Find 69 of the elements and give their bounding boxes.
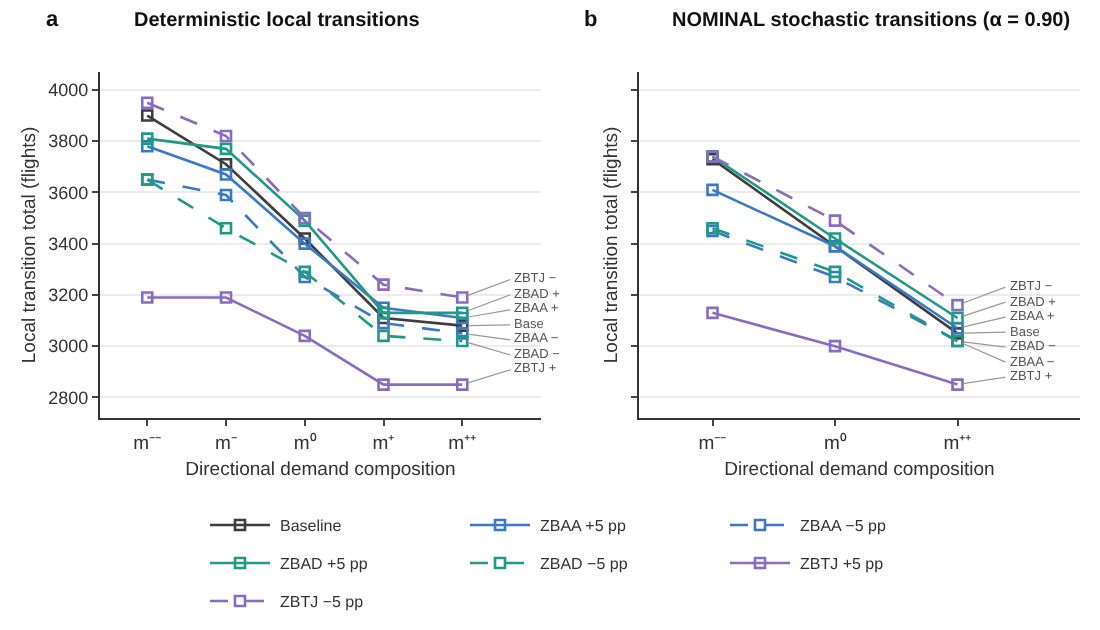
- point: [377, 329, 390, 343]
- point: [298, 265, 312, 279]
- x-axis-title: Directional demand composition: [185, 459, 456, 481]
- x-axis-title: Directional demand composition: [724, 459, 995, 481]
- x-tick-label: m⁻⁻: [133, 432, 162, 455]
- point: [455, 327, 469, 340]
- point: [219, 222, 233, 235]
- point: [298, 329, 312, 343]
- x-tick-label: m⁻⁻: [698, 432, 727, 455]
- point: [828, 265, 842, 279]
- text: b: [584, 8, 598, 32]
- point: [377, 316, 390, 330]
- legend-label: ZBAA −5 pp: [800, 517, 887, 536]
- legend-label: Baseline: [280, 517, 343, 536]
- x-tick-label: m⁺: [372, 432, 395, 455]
- legend-label: ZBAD −5 pp: [540, 555, 629, 574]
- point: [219, 129, 233, 143]
- point: [455, 334, 469, 348]
- point: [219, 168, 233, 181]
- point: [951, 321, 964, 335]
- point: [140, 132, 154, 145]
- y-tick-label: 3400: [48, 233, 89, 254]
- point: [455, 378, 469, 391]
- x-tick-label: m⁰: [824, 430, 848, 455]
- point: [140, 140, 154, 153]
- point: [455, 291, 469, 304]
- y-axis-title: Local transition total (flights): [601, 126, 624, 364]
- point: [140, 291, 154, 304]
- y-tick-label: 4000: [48, 80, 89, 101]
- legend-label: ZBAD +5 pp: [280, 555, 369, 574]
- x-tick-label: m⁰: [293, 430, 318, 455]
- y-tick-label: 2800: [48, 387, 89, 408]
- point: [140, 96, 154, 110]
- chart-title: NOMINAL stochastic transitions (α = 0.90): [672, 10, 1071, 32]
- x-tick-label: m⁺⁺: [943, 432, 972, 455]
- y-axis-title: Local transition total (flights): [18, 126, 41, 364]
- legend-label: ZBAA +5 pp: [540, 517, 627, 536]
- chart-title: Deterministic local transitions: [134, 10, 421, 32]
- point: [298, 232, 312, 245]
- x-tick-label: m⁺⁺: [448, 432, 477, 455]
- point: [706, 183, 719, 197]
- point: [455, 319, 469, 332]
- legend-label: ZBTJ +5 pp: [800, 555, 885, 574]
- y-tick-label: 3000: [48, 336, 89, 357]
- point: [706, 306, 719, 320]
- point: [828, 232, 842, 245]
- point: [377, 378, 390, 391]
- y-tick-label: 3600: [48, 182, 89, 203]
- text: a: [46, 8, 60, 32]
- point: [828, 270, 842, 284]
- x-tick-label: m⁻: [215, 432, 237, 455]
- legend-label: ZBTJ −5 pp: [280, 593, 365, 612]
- point: [455, 306, 469, 320]
- point: [219, 188, 233, 202]
- point: [377, 306, 390, 320]
- point: [219, 157, 233, 171]
- point: [298, 270, 312, 284]
- y-tick-label: 3800: [48, 131, 89, 152]
- point: [298, 237, 312, 250]
- point: [951, 298, 964, 312]
- point: [951, 311, 964, 325]
- point: [828, 339, 842, 353]
- point: [219, 142, 233, 156]
- point: [219, 291, 233, 304]
- point: [951, 378, 964, 391]
- point: [377, 278, 390, 291]
- point: [828, 214, 842, 227]
- point: [140, 109, 154, 122]
- y-tick-label: 3200: [48, 285, 89, 306]
